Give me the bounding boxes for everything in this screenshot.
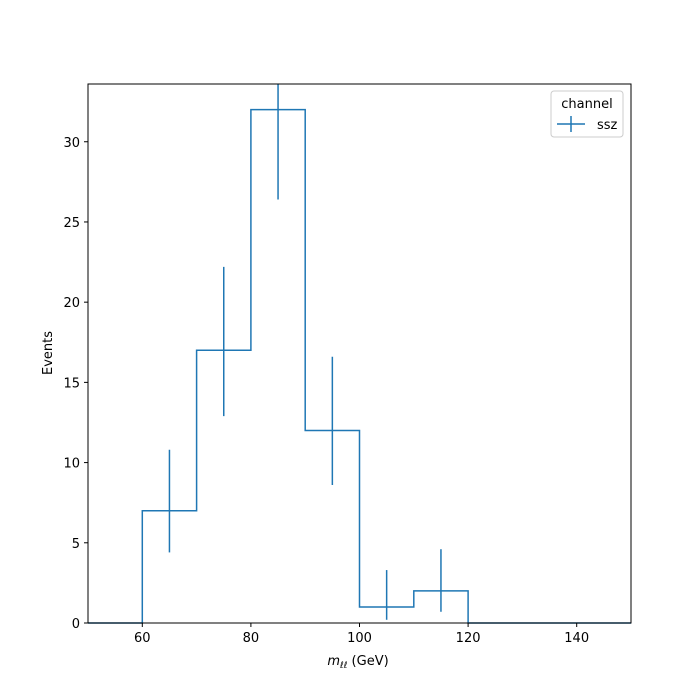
x-axis-label-sub: ℓℓ <box>339 661 347 671</box>
x-tick-label: 60 <box>134 631 151 646</box>
legend-box <box>550 90 624 138</box>
y-axis-label: Events <box>41 331 56 375</box>
legend-entry-ssz: ssz <box>597 118 618 133</box>
x-tick-label: 100 <box>347 631 372 646</box>
y-tick-label: 0 <box>72 617 80 632</box>
y-tick-label: 10 <box>63 457 80 472</box>
y-tick-label: 5 <box>72 537 80 552</box>
x-tick-label: 120 <box>456 631 481 646</box>
axis-ticks: 60 80 100 120 140 0 5 10 15 20 25 30 <box>63 136 589 646</box>
y-tick-label: 25 <box>63 216 80 231</box>
x-tick-label: 140 <box>564 631 589 646</box>
y-tick-label: 20 <box>63 296 80 311</box>
y-tick-label: 30 <box>63 136 80 151</box>
x-axis-label-unit: (GeV) <box>347 654 388 669</box>
plot-frame <box>87 83 632 624</box>
x-tick-label: 80 <box>243 631 260 646</box>
legend: channel ssz <box>550 90 624 138</box>
x-axis-label: mℓℓ (GeV) <box>327 654 388 671</box>
y-tick-label: 15 <box>63 376 80 391</box>
legend-title: channel <box>561 97 612 112</box>
x-axis-label-main: m <box>327 654 340 669</box>
